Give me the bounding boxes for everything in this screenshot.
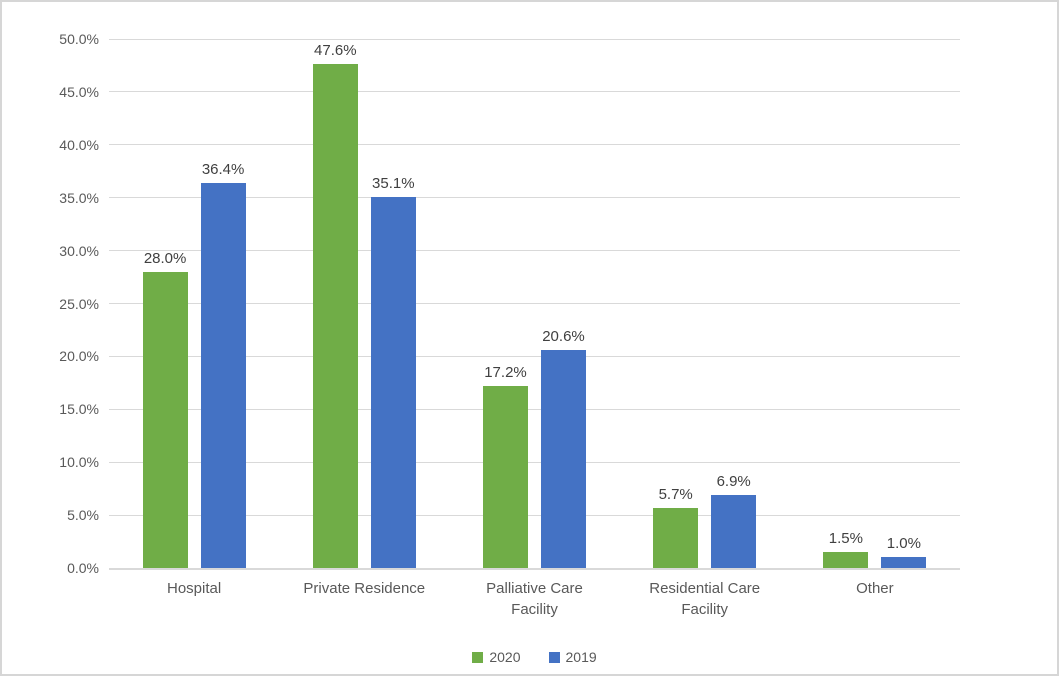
x-axis-category-label: Palliative Care Facility (486, 580, 583, 618)
legend-item-2019[interactable]: 2019 (548, 649, 597, 665)
data-label: 47.6% (314, 42, 357, 60)
y-axis-tick-label: 50.0% (59, 31, 99, 47)
y-axis-tick-label: 0.0% (67, 560, 99, 576)
gridline (109, 408, 960, 410)
y-axis-tick-label: 25.0% (59, 295, 99, 312)
bar-2020-other[interactable] (823, 552, 869, 568)
legend-label: 2020 (489, 649, 521, 665)
bar-2019-other[interactable] (881, 557, 927, 568)
bar-2019-private-residence[interactable] (370, 196, 416, 568)
y-axis-tick-label: 30.0% (59, 242, 99, 259)
legend: 2020 2019 (109, 647, 960, 667)
data-label: 28.0% (143, 249, 187, 267)
y-axis-tick-label: 10.0% (59, 454, 99, 471)
gridline (109, 355, 960, 357)
bar-2020-private-residence[interactable] (312, 64, 358, 568)
x-axis-category-label: Private Residence (303, 580, 426, 597)
x-axis-line (109, 568, 960, 570)
bar-2020-palliative-care-facility[interactable] (483, 386, 528, 568)
y-axis-tick-label: 45.0% (59, 83, 99, 100)
legend-label: 2019 (565, 649, 597, 665)
data-label: 5.7% (658, 485, 693, 503)
x-axis-category-label: Other (856, 580, 894, 597)
gridline (109, 461, 960, 463)
data-label: 17.2% (484, 364, 527, 382)
gridline (109, 91, 960, 93)
legend-item-2020[interactable]: 2020 (472, 649, 521, 665)
data-label: 1.5% (828, 530, 863, 548)
data-label: 36.4% (201, 160, 245, 178)
y-axis-tick-label: 35.0% (59, 189, 99, 206)
data-label: 1.0% (886, 535, 921, 553)
data-label: 35.1% (372, 174, 415, 192)
legend-swatch-icon (548, 651, 560, 663)
data-label: 20.6% (542, 328, 585, 346)
y-axis-tick-label: 15.0% (59, 401, 99, 418)
y-axis-tick-label: 40.0% (59, 136, 99, 153)
x-axis-category-label: Residential Care Facility (649, 580, 761, 618)
bar-2019-hospital[interactable] (200, 182, 246, 568)
gridline (109, 514, 960, 516)
gridline (109, 197, 960, 199)
gridline (109, 144, 960, 146)
y-axis-tick-label: 20.0% (59, 348, 99, 365)
gridline (109, 38, 960, 40)
bar-2020-hospital[interactable] (142, 271, 188, 568)
y-axis-tick-label: 5.0% (67, 507, 99, 524)
legend-swatch-icon (472, 651, 484, 663)
data-label: 6.9% (716, 472, 751, 490)
gridline (109, 303, 960, 304)
bar-2019-palliative-care-facility[interactable] (541, 350, 586, 568)
bar-2019-residential-care-facility[interactable] (711, 494, 757, 568)
bar-2020-residential-care-facility[interactable] (653, 507, 699, 568)
gridline (109, 250, 960, 252)
x-axis-category-label: Hospital (166, 580, 222, 597)
